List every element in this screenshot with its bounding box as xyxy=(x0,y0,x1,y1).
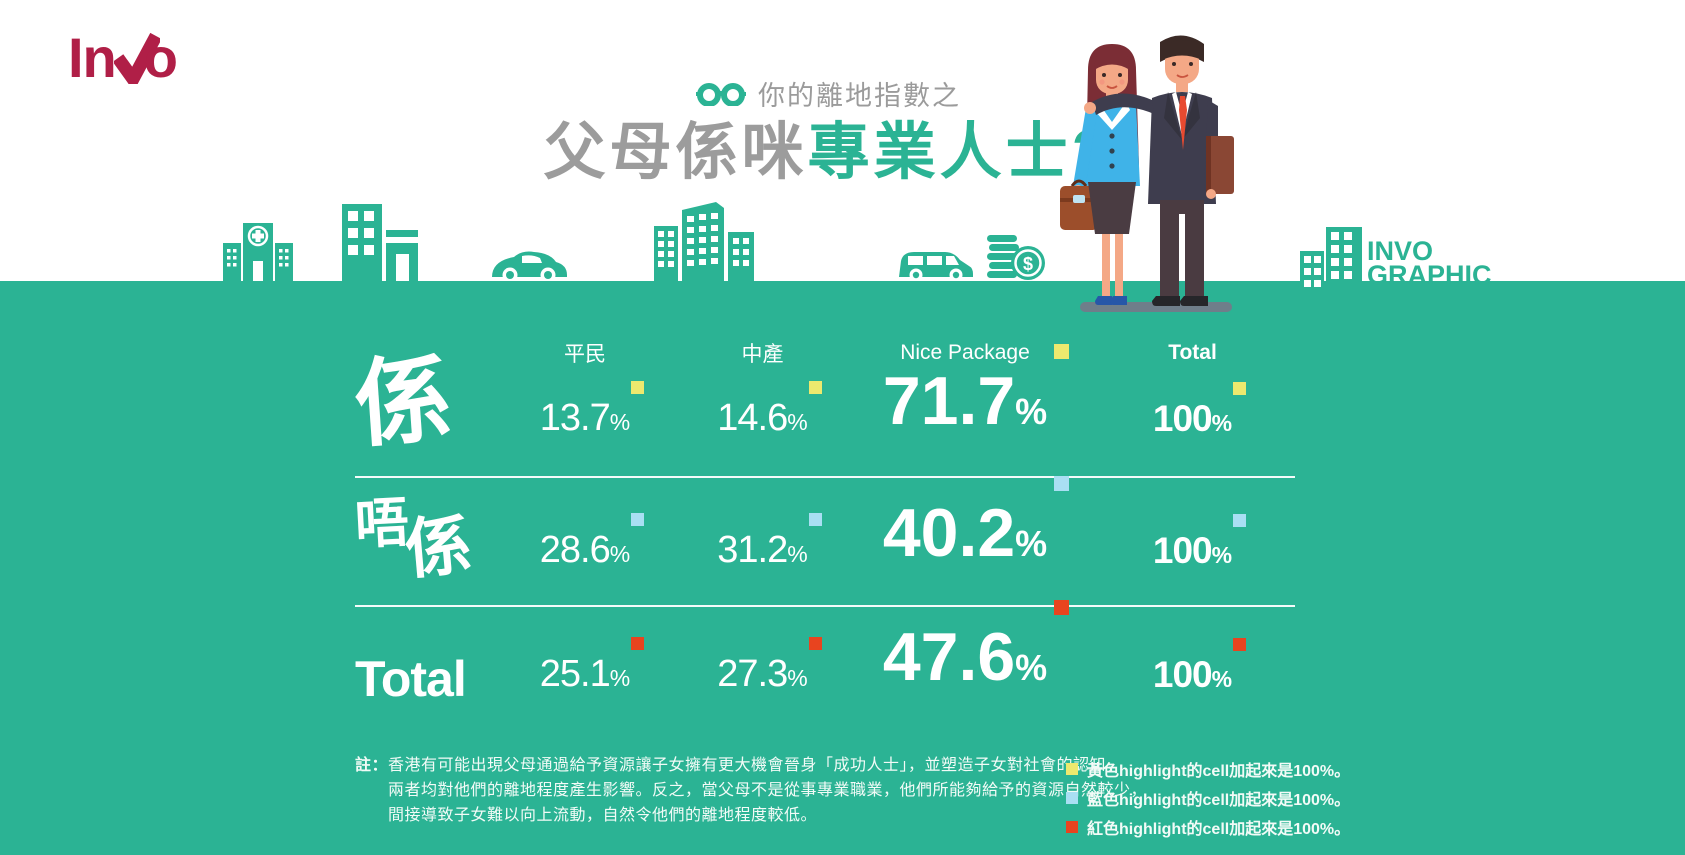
office-towers-icon xyxy=(654,202,754,281)
highlight-square-yellow xyxy=(1054,344,1070,359)
row-divider xyxy=(355,476,1295,478)
table-row-yes: 係 13.7% 14.6% 71.7% 100% xyxy=(351,344,1315,459)
footnote-body: 香港有可能出現父母通過給予資源讓子女擁有更大機會晉身「成功人士」，並塑造子女對社… xyxy=(388,753,1147,828)
watermark-line-2: GRAPHIC xyxy=(1367,260,1492,290)
highlight-square-red xyxy=(808,637,822,650)
hospital-icon xyxy=(223,223,293,281)
highlight-legend: 黃色highlight的cell加起來是100%。 藍色highlight的ce… xyxy=(1066,757,1350,839)
cell-total-total: 100% xyxy=(1153,638,1247,696)
highlight-square-yellow xyxy=(1233,382,1247,395)
table-row-total: Total 25.1% 27.3% 47.6% 100% xyxy=(355,600,1315,704)
logo-check-icon xyxy=(113,32,160,84)
column-header-pingman: 平民 xyxy=(564,343,606,366)
glasses-icon xyxy=(696,82,746,106)
eyebrow-row: 你的離地指數之 xyxy=(0,74,1671,113)
watermark-line-1: INVO xyxy=(1367,236,1434,266)
teal-background xyxy=(0,281,1685,855)
cell-total-nice-package: 47.6% xyxy=(883,600,1070,696)
footnote-line-1: 香港有可能出現父母通過給予資源讓子女擁有更大機會晉身「成功人士」，並塑造子女對社… xyxy=(388,757,1123,774)
highlight-square-blue xyxy=(631,513,645,526)
watermark-text: INVO GRAPHIC xyxy=(1367,236,1492,290)
logo-text-in: In xyxy=(68,26,117,89)
row-label-yes: 係 xyxy=(351,345,455,459)
legend-square-red xyxy=(1066,821,1078,833)
highlight-square-yellow xyxy=(808,381,822,394)
cell-total-pingman: 25.1% xyxy=(540,637,645,696)
page-title: 父母係咪專業人士? xyxy=(0,121,1671,185)
beetle-car-icon xyxy=(492,251,567,281)
legend-item-blue: 藍色highlight的cell加起來是100%。 xyxy=(1066,786,1350,810)
footnote: 註： 香港有可能出現父母通過給予資源讓子女擁有更大機會晉身「成功人士」，並塑造子… xyxy=(355,753,1147,828)
title-gray-part: 父母係咪 xyxy=(543,118,808,187)
highlight-square-red xyxy=(1233,638,1247,651)
apartment-buildings-icon xyxy=(342,204,418,281)
invographic-watermark: INVO GRAPHIC xyxy=(1300,227,1492,289)
buildings-watermark-icon xyxy=(1300,227,1362,289)
column-header-total: Total xyxy=(1168,341,1217,364)
logo-text-o: o xyxy=(143,26,178,89)
svg-text:$: $ xyxy=(1023,254,1033,274)
row-label-total: Total xyxy=(355,651,467,707)
legend-item-yellow: 黃色highlight的cell加起來是100%。 xyxy=(1066,757,1350,781)
table-row-no: 唔係 28.6% 31.2% 40.2% 100% xyxy=(353,476,1315,587)
page-header: 你的離地指數之 父母係咪專業人士? xyxy=(0,74,1671,185)
footnote-prefix: 註： xyxy=(355,757,389,774)
cell-no-zhongchan: 31.2% xyxy=(717,513,822,572)
cell-total-zhongchan: 27.3% xyxy=(717,637,822,696)
legend-text-red: 紅色highlight的cell加起來是100%。 xyxy=(1087,821,1351,838)
highlight-square-blue xyxy=(808,513,822,526)
title-teal-part: 專業人士? xyxy=(807,118,1114,187)
eyebrow-text: 你的離地指數之 xyxy=(758,81,961,111)
cell-yes-pingman: 13.7% xyxy=(540,381,645,440)
legend-square-yellow xyxy=(1066,763,1078,775)
column-header-zhongchan: 中產 xyxy=(741,343,784,366)
legend-square-blue xyxy=(1066,792,1078,804)
table-header-row: 平民 中產 Nice Package Total xyxy=(355,338,1315,366)
highlight-square-yellow xyxy=(631,381,645,394)
cell-yes-total: 100% xyxy=(1153,382,1247,440)
cell-yes-zhongchan: 14.6% xyxy=(717,381,822,440)
cell-no-total: 100% xyxy=(1153,514,1247,572)
legend-text-yellow: 黃色highlight的cell加起來是100%。 xyxy=(1087,763,1351,780)
cell-no-nice-package: 40.2% xyxy=(883,476,1070,572)
legend-item-red: 紅色highlight的cell加起來是100%。 xyxy=(1066,815,1350,839)
business-couple-illustration xyxy=(1060,35,1234,312)
highlight-square-red xyxy=(1054,600,1070,615)
van-icon xyxy=(899,252,973,281)
column-header-nice-package: Nice Package xyxy=(900,341,1030,364)
highlight-square-blue xyxy=(1054,476,1070,491)
invo-logo: In o xyxy=(68,26,178,89)
row-label-no: 唔係 xyxy=(353,492,475,587)
row-divider xyxy=(355,605,1295,607)
highlight-square-blue xyxy=(1233,514,1247,527)
money-coins-icon: $ xyxy=(987,235,1045,280)
highlight-square-red xyxy=(631,637,645,650)
legend-text-blue: 藍色highlight的cell加起來是100%。 xyxy=(1087,792,1351,809)
cell-no-pingman: 28.6% xyxy=(540,513,645,572)
footnote-line-2: 兩者均對他們的離地程度產生影響。反之，當父母不是從事專業職業，他們所能夠給予的資… xyxy=(388,782,1148,799)
cell-yes-nice-package: 71.7% xyxy=(883,344,1070,440)
footnote-line-3: 間接導致子女難以向上流動，自然令他們的離地程度較低。 xyxy=(388,807,818,824)
